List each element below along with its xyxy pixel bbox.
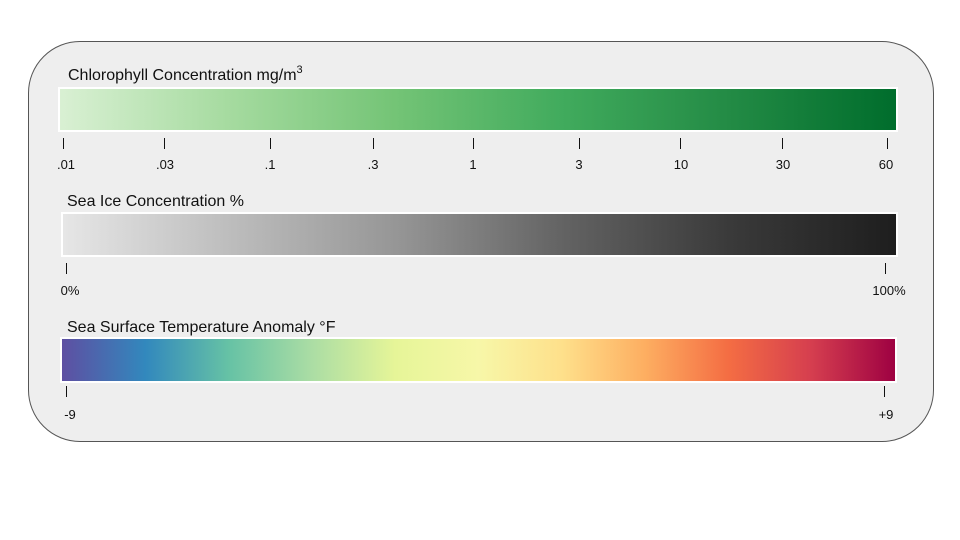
chlorophyll-title-text: Chlorophyll Concentration mg/m	[68, 67, 297, 84]
sst-anomaly-tick	[884, 386, 885, 397]
chlorophyll-tick-label: 1	[469, 157, 477, 172]
chlorophyll-tick	[164, 138, 165, 149]
chlorophyll-tick-label: 10	[673, 157, 689, 172]
chlorophyll-legend-title: Chlorophyll Concentration mg/m3	[68, 64, 303, 85]
chlorophyll-title-superscript: 3	[296, 64, 303, 76]
chlorophyll-tick	[579, 138, 580, 149]
sea-ice-tick-label: 0%	[60, 283, 80, 298]
chlorophyll-tick-label: 3	[575, 157, 583, 172]
chlorophyll-tick	[473, 138, 474, 149]
chlorophyll-tick-label: .01	[56, 157, 76, 172]
sea-ice-tick-label: 100%	[872, 283, 906, 298]
sea-ice-tick	[66, 263, 67, 274]
sea-ice-colorbar	[61, 212, 898, 257]
sea-ice-tick	[885, 263, 886, 274]
chlorophyll-tick-label: 60	[878, 157, 894, 172]
chlorophyll-tick	[680, 138, 681, 149]
chlorophyll-colorbar	[58, 87, 898, 132]
sst-anomaly-tick-label: -9	[64, 407, 76, 422]
chlorophyll-tick	[270, 138, 271, 149]
chlorophyll-tick	[63, 138, 64, 149]
sst-anomaly-tick-label: +9	[878, 407, 894, 422]
chlorophyll-tick-label: .03	[155, 157, 175, 172]
chlorophyll-tick	[782, 138, 783, 149]
sst-anomaly-colorbar	[60, 337, 897, 383]
sea-ice-legend-title: Sea Ice Concentration %	[67, 193, 244, 210]
chlorophyll-tick-label: .3	[367, 157, 379, 172]
sst-anomaly-legend-title: Sea Surface Temperature Anomaly °F	[67, 319, 336, 336]
chlorophyll-tick	[887, 138, 888, 149]
chlorophyll-tick-label: .1	[264, 157, 276, 172]
chlorophyll-tick	[373, 138, 374, 149]
chlorophyll-tick-label: 30	[775, 157, 791, 172]
sst-anomaly-tick	[66, 386, 67, 397]
